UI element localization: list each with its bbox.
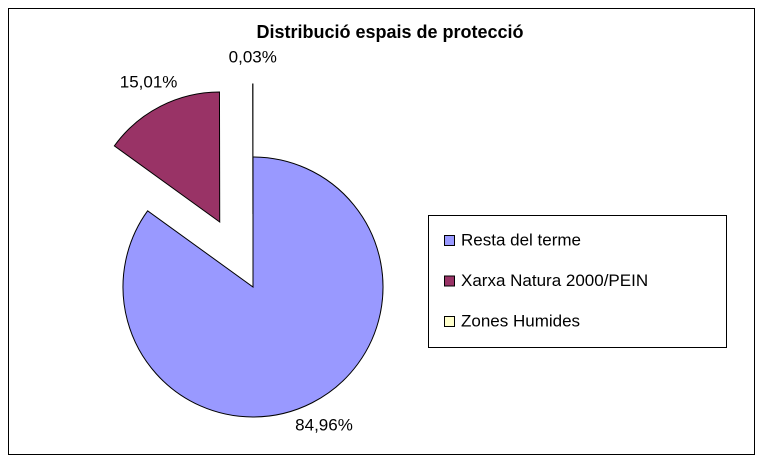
- legend-label: Xarxa Natura 2000/PEIN: [461, 271, 648, 290]
- legend-swatch: [445, 276, 455, 286]
- data-label: 0,03%: [229, 47, 277, 66]
- legend-label: Zones Humides: [461, 311, 580, 330]
- data-label: 84,96%: [295, 415, 353, 434]
- legend-swatch: [445, 236, 455, 246]
- chart-title: Distribució espais de protecció: [256, 22, 523, 42]
- data-label: 15,01%: [120, 73, 178, 92]
- legend-swatch: [445, 317, 455, 327]
- legend-label: Resta del terme: [461, 230, 581, 249]
